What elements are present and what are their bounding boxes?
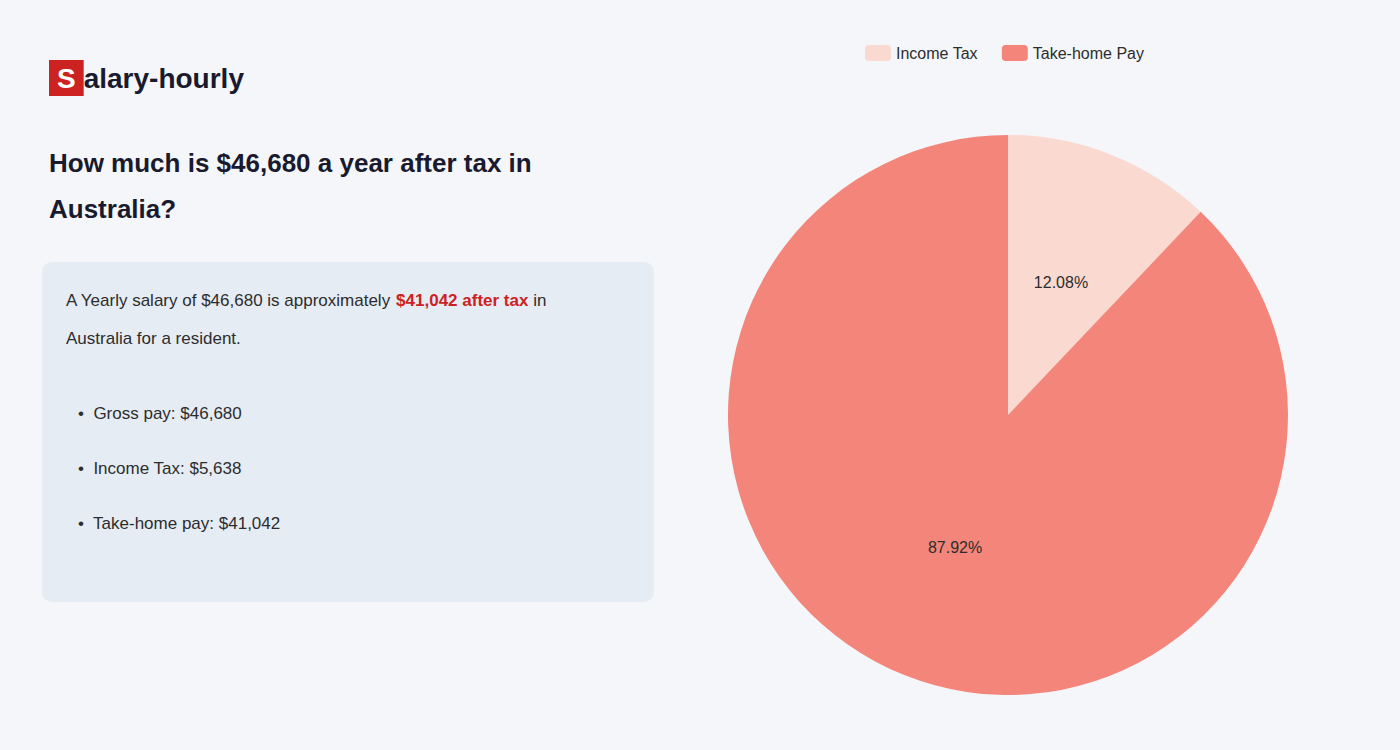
svg-text:$41,042 after tax: $41,042 after tax	[396, 291, 529, 310]
svg-text:12.08%: 12.08%	[1034, 274, 1088, 291]
svg-text:• Take-home pay: $41,042: • Take-home pay: $41,042	[78, 514, 280, 533]
svg-text:87.92%: 87.92%	[928, 539, 982, 556]
svg-text:Take-home Pay: Take-home Pay	[1033, 45, 1144, 62]
svg-text:Australia?: Australia?	[49, 194, 176, 224]
svg-text:How much is $46,680 a year aft: How much is $46,680 a year after tax in	[49, 148, 532, 178]
svg-text:Australia for a resident.: Australia for a resident.	[66, 329, 241, 348]
svg-text:alary-hourly: alary-hourly	[84, 63, 245, 94]
svg-text:Income Tax: Income Tax	[896, 45, 978, 62]
svg-text:S: S	[57, 63, 76, 94]
svg-text:A Yearly salary of $46,680 is: A Yearly salary of $46,680 is approximat…	[66, 291, 395, 310]
svg-text:• Gross pay: $46,680: • Gross pay: $46,680	[78, 404, 242, 423]
svg-text:in: in	[528, 291, 546, 310]
svg-text:• Income Tax: $5,638: • Income Tax: $5,638	[78, 459, 241, 478]
